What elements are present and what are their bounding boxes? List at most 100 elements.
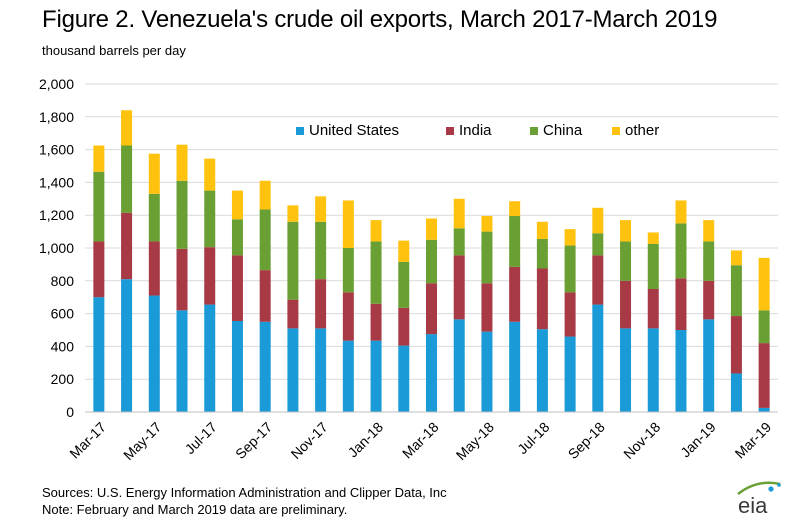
- logo-dot: [768, 486, 774, 492]
- bar-other: [426, 218, 437, 240]
- bar-china: [481, 231, 493, 284]
- bar-china: [730, 265, 742, 317]
- legend-swatch: [530, 127, 538, 135]
- bar-united-states: [675, 330, 687, 412]
- bar-india: [176, 248, 188, 311]
- y-tick-label: 2,000: [39, 76, 74, 92]
- bar-united-states: [259, 321, 271, 412]
- bar-india: [287, 299, 299, 329]
- bar-other: [204, 158, 216, 191]
- bar-china: [564, 245, 576, 293]
- bar-india: [620, 280, 632, 329]
- bar-united-states: [509, 321, 521, 412]
- bar-other: [592, 207, 604, 234]
- bar-india: [93, 241, 105, 298]
- bar-other: [121, 110, 133, 146]
- bar-united-states: [536, 329, 548, 412]
- bar-other: [93, 145, 105, 172]
- bar-other: [647, 232, 659, 244]
- legend-swatch: [612, 127, 620, 135]
- x-tick-label: Nov-18: [620, 419, 663, 462]
- bar-india: [342, 292, 354, 341]
- bar-china: [536, 238, 548, 269]
- bar-india: [536, 268, 548, 330]
- x-tick-label: Nov-17: [288, 419, 331, 462]
- bar-india: [121, 212, 133, 280]
- bar-china: [426, 239, 437, 284]
- bar-united-states: [758, 407, 770, 412]
- bar-china: [287, 221, 299, 300]
- bar-united-states: [93, 297, 105, 412]
- y-tick-label: 400: [51, 338, 75, 354]
- bar-china: [675, 223, 687, 279]
- bar-china: [148, 193, 160, 242]
- y-tick-label: 600: [51, 306, 75, 322]
- bar-china: [370, 241, 382, 304]
- bar-china: [758, 310, 770, 344]
- y-tick-label: 1,600: [39, 142, 74, 158]
- bar-india: [398, 307, 410, 346]
- bar-other: [675, 200, 687, 224]
- bar-china: [231, 219, 243, 256]
- bar-other: [536, 221, 548, 239]
- y-tick-label: 1,400: [39, 174, 74, 190]
- bar-united-states: [148, 295, 160, 412]
- logo-dot-small: [777, 483, 781, 487]
- x-tick-label: May-18: [453, 419, 497, 463]
- bar-other: [730, 250, 742, 266]
- bar-united-states: [453, 319, 465, 412]
- bar-other: [564, 229, 576, 246]
- bar-china: [93, 171, 105, 242]
- bar-india: [370, 303, 382, 341]
- bars: [93, 110, 770, 412]
- x-tick-label: Jan-18: [345, 419, 387, 461]
- bar-other: [758, 257, 770, 311]
- bar-united-states: [703, 319, 715, 412]
- x-tick-label: Jul-18: [514, 419, 552, 457]
- y-tick-label: 1,000: [39, 240, 74, 256]
- bar-india: [148, 241, 160, 296]
- chart-title: Figure 2. Venezuela's crude oil exports,…: [42, 6, 718, 33]
- bar-united-states: [620, 328, 632, 412]
- bar-china: [176, 180, 188, 249]
- x-tick-label: Jul-17: [182, 419, 220, 457]
- bar-india: [758, 343, 770, 408]
- bar-india: [730, 316, 742, 374]
- bar-other: [620, 220, 632, 242]
- eia-logo: eia: [735, 476, 785, 518]
- bar-united-states: [176, 310, 188, 412]
- bar-other: [342, 200, 354, 248]
- bar-india: [259, 270, 271, 322]
- x-axis-ticks: Mar-17 May-17 Jul-17 Sep-17 Nov-17 Jan-18 Mar-…: [66, 419, 774, 463]
- bar-china: [204, 190, 216, 248]
- y-tick-label: 200: [51, 371, 75, 387]
- bar-india: [315, 279, 327, 329]
- x-tick-label: May-17: [120, 419, 164, 463]
- bar-india: [426, 283, 437, 335]
- stacked-bar-chart: 0 200 400 600 800 1,000 1,200 1,400 1,600 1,800 2,…: [39, 76, 778, 463]
- bar-india: [453, 255, 465, 320]
- bar-united-states: [564, 336, 576, 412]
- y-tick-label: 800: [51, 273, 75, 289]
- legend-label: India: [459, 122, 492, 139]
- bar-united-states: [121, 279, 133, 412]
- bar-other: [453, 198, 465, 229]
- bar-other: [231, 190, 243, 220]
- bar-united-states: [481, 331, 493, 412]
- x-tick-label: Sep-17: [232, 419, 275, 462]
- bar-other: [481, 216, 493, 232]
- x-tick-label: Mar-18: [399, 419, 442, 462]
- bar-other: [259, 180, 271, 210]
- x-tick-label: Mar-19: [732, 419, 775, 462]
- bar-china: [315, 221, 327, 280]
- bar-other: [370, 220, 382, 242]
- logo-text: eia: [738, 493, 768, 516]
- bar-united-states: [370, 340, 382, 412]
- bar-other: [287, 205, 299, 222]
- bar-other: [509, 201, 521, 217]
- bar-other: [176, 144, 188, 181]
- bar-united-states: [315, 328, 327, 412]
- bar-china: [592, 233, 604, 256]
- y-axis-unit-label: thousand barrels per day: [42, 43, 186, 58]
- bar-china: [121, 145, 133, 213]
